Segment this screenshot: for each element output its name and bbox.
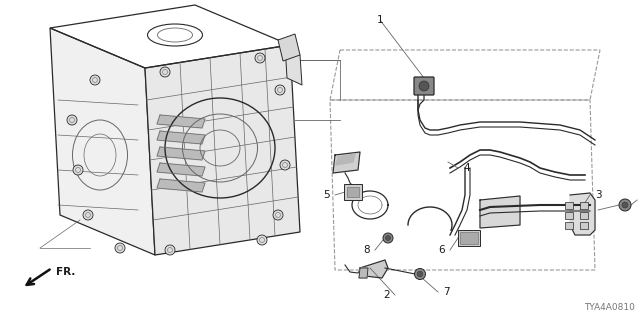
Polygon shape xyxy=(278,34,300,61)
Circle shape xyxy=(257,235,267,245)
Polygon shape xyxy=(480,196,520,228)
Polygon shape xyxy=(157,115,205,128)
Circle shape xyxy=(73,165,83,175)
Bar xyxy=(565,222,573,229)
Circle shape xyxy=(280,160,290,170)
Text: TYA4A0810: TYA4A0810 xyxy=(584,303,635,312)
Circle shape xyxy=(619,199,631,211)
Polygon shape xyxy=(336,154,355,165)
Polygon shape xyxy=(360,260,388,278)
FancyBboxPatch shape xyxy=(344,184,362,200)
Circle shape xyxy=(383,233,393,243)
Text: 4: 4 xyxy=(463,163,470,173)
Bar xyxy=(565,202,573,209)
Text: 5: 5 xyxy=(323,190,330,200)
Text: 1: 1 xyxy=(377,15,383,25)
Polygon shape xyxy=(157,179,205,192)
Bar xyxy=(458,230,480,246)
Bar xyxy=(580,222,588,229)
Polygon shape xyxy=(157,131,205,144)
Circle shape xyxy=(622,202,628,208)
Circle shape xyxy=(417,271,423,277)
Circle shape xyxy=(419,81,429,91)
Bar xyxy=(460,232,478,244)
Bar xyxy=(580,212,588,219)
Text: 8: 8 xyxy=(364,245,370,255)
Bar xyxy=(565,212,573,219)
Text: 2: 2 xyxy=(383,290,390,300)
Bar xyxy=(580,202,588,209)
FancyBboxPatch shape xyxy=(414,77,434,95)
Circle shape xyxy=(67,115,77,125)
Bar xyxy=(347,187,359,197)
Circle shape xyxy=(160,67,170,77)
Text: 7: 7 xyxy=(443,287,450,297)
Circle shape xyxy=(273,210,283,220)
Circle shape xyxy=(255,53,265,63)
Text: 6: 6 xyxy=(438,245,445,255)
Polygon shape xyxy=(157,163,205,176)
Polygon shape xyxy=(157,147,205,160)
Text: 3: 3 xyxy=(595,190,602,200)
Text: FR.: FR. xyxy=(56,267,76,277)
Polygon shape xyxy=(50,28,155,255)
Circle shape xyxy=(385,236,390,241)
Polygon shape xyxy=(333,152,360,173)
Circle shape xyxy=(90,75,100,85)
Polygon shape xyxy=(570,193,595,235)
Circle shape xyxy=(165,245,175,255)
Circle shape xyxy=(275,85,285,95)
Polygon shape xyxy=(145,45,300,255)
Polygon shape xyxy=(285,45,302,85)
Circle shape xyxy=(115,243,125,253)
Polygon shape xyxy=(359,268,368,278)
Circle shape xyxy=(83,210,93,220)
Circle shape xyxy=(415,268,426,279)
